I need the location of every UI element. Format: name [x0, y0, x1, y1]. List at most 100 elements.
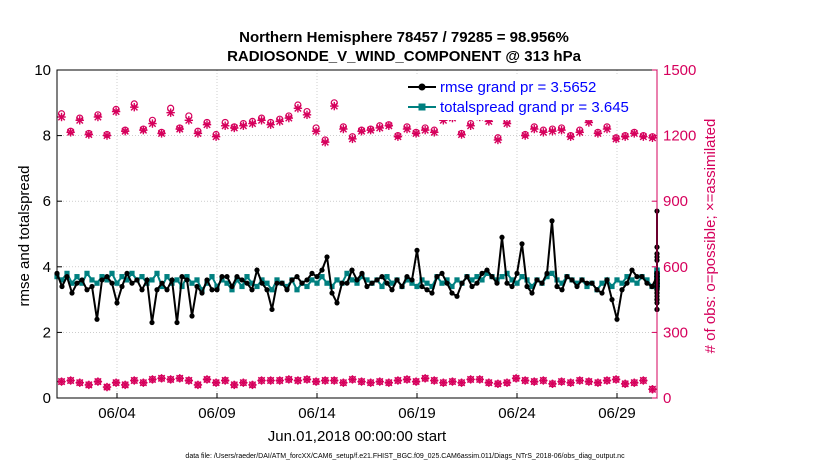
- rmse-point: [194, 283, 200, 290]
- totalspread-point: [514, 280, 520, 286]
- obs-assimilated-marker: [202, 375, 212, 384]
- rmse-point: [289, 277, 295, 283]
- obs-assimilated-marker: [75, 116, 84, 125]
- totalspread-point: [79, 280, 85, 286]
- totalspread-point: [449, 283, 455, 290]
- obs-assimilated-marker: [520, 376, 530, 385]
- right-y-tick-label: 1500: [663, 62, 696, 79]
- obs-assimilated-marker: [75, 378, 84, 387]
- totalspread-point: [319, 274, 325, 280]
- legend-rmse-label: rmse grand pr = 3.5652: [440, 79, 596, 96]
- rmse-point: [529, 290, 535, 296]
- totalspread-point: [244, 274, 250, 280]
- rmse-point: [414, 247, 420, 253]
- totalspread-point: [264, 280, 270, 286]
- obs-assimilated-marker: [257, 376, 266, 385]
- obs-assimilated-marker: [411, 129, 421, 138]
- totalspread-point: [409, 280, 415, 286]
- obs-assimilated-marker: [639, 376, 648, 385]
- obs-assimilated-marker: [248, 119, 257, 128]
- legend-spread-swatch-marker: [418, 103, 426, 111]
- obs-assimilated-marker: [348, 134, 357, 144]
- totalspread-point: [609, 283, 615, 290]
- totalspread-point: [379, 283, 385, 290]
- totalspread-point: [249, 280, 255, 286]
- totalspread-point: [359, 274, 365, 280]
- totalspread-point: [239, 283, 245, 290]
- totalspread-point: [404, 277, 410, 283]
- rmse-point: [89, 283, 95, 290]
- totalspread-point: [314, 280, 320, 286]
- totalspread-point: [469, 277, 475, 283]
- obs-assimilated-marker: [220, 121, 230, 130]
- totalspread-point: [184, 274, 190, 280]
- obs-assimilated-marker: [466, 375, 475, 384]
- totalspread-point: [109, 270, 115, 276]
- obs-assimilated-marker: [375, 123, 384, 133]
- rmse-point: [594, 287, 600, 293]
- obs-assimilated-marker: [593, 129, 603, 138]
- rmse-point: [159, 280, 165, 286]
- obs-assimilated-marker: [330, 376, 339, 385]
- rmse-point: [249, 287, 255, 293]
- rmse-point: [569, 277, 575, 283]
- rmse-point: [184, 277, 190, 283]
- legend-box: [405, 74, 650, 120]
- obs-assimilated-marker: [357, 377, 366, 386]
- rmse-point: [294, 274, 300, 280]
- obs-assimilated-marker: [602, 124, 612, 134]
- totalspread-point: [209, 274, 215, 280]
- totalspread-point: [614, 277, 620, 283]
- obs-assimilated-marker: [230, 123, 239, 133]
- rmse-point: [229, 283, 235, 290]
- obs-assimilated-marker: [466, 121, 475, 130]
- rmse-point: [94, 316, 100, 322]
- obs-assimilated-marker: [311, 127, 321, 136]
- rmse-point: [179, 274, 185, 280]
- obs-assimilated-marker: [648, 385, 657, 394]
- right-y-tick-label: 600: [663, 259, 688, 276]
- obs-assimilated-marker: [575, 376, 584, 385]
- obs-assimilated-marker: [293, 376, 303, 385]
- obs-assimilated-marker: [357, 127, 366, 136]
- rmse-point: [124, 270, 130, 276]
- right-y-tick-label: 0: [663, 390, 671, 407]
- obs-assimilated-marker: [175, 124, 184, 134]
- rmse-point: [154, 287, 160, 293]
- totalspread-point: [284, 283, 290, 290]
- rmse-point: [554, 283, 560, 290]
- y-tick-label: 0: [43, 390, 51, 407]
- obs-assimilated-marker: [630, 378, 639, 387]
- rmse-point: [264, 287, 270, 293]
- totalspread-point: [139, 274, 145, 280]
- rmse-point: [469, 283, 475, 290]
- obs-assimilated-marker: [339, 124, 348, 134]
- obs-assimilated-marker: [611, 375, 621, 384]
- totalspread-point: [549, 270, 555, 276]
- totalspread-point: [634, 280, 640, 286]
- totalspread-point: [304, 283, 310, 290]
- obs-assimilated-marker: [430, 128, 439, 137]
- rmse-point: [614, 316, 620, 322]
- legend-rmse-swatch-marker: [418, 83, 426, 91]
- rmse-point: [434, 274, 440, 280]
- totalspread-point: [559, 280, 565, 286]
- x-tick-label: 06/24: [498, 405, 536, 422]
- totalspread-point: [544, 274, 550, 280]
- rmse-point: [79, 277, 85, 283]
- rmse-point: [384, 280, 390, 286]
- obs-assimilated-marker: [530, 124, 539, 134]
- obs-assimilated-marker: [66, 376, 75, 385]
- totalspread-point: [259, 277, 265, 283]
- obs-assimilated-marker: [493, 135, 503, 145]
- totalspread-point: [324, 280, 330, 286]
- totalspread-point: [84, 270, 90, 276]
- rmse-point: [259, 280, 265, 286]
- rmse-point: [444, 280, 450, 286]
- obs-assimilated-marker: [539, 128, 548, 137]
- totalspread-point: [504, 270, 510, 276]
- rmse-point: [364, 283, 370, 290]
- obs-assimilated-marker: [439, 378, 448, 387]
- obs-assimilated-marker: [102, 382, 112, 392]
- rmse-point: [309, 270, 315, 276]
